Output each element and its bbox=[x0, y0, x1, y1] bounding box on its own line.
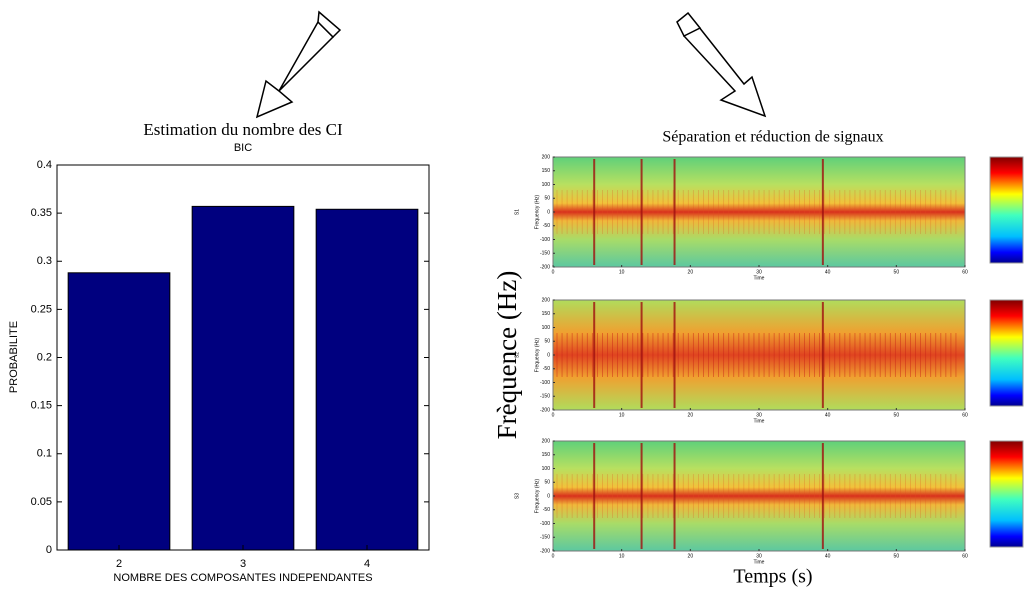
x-tick-label: 60 bbox=[962, 269, 968, 275]
x-tick-label: 20 bbox=[688, 269, 694, 275]
y-tick-label: 0 bbox=[547, 352, 550, 358]
x-tick-label: 50 bbox=[894, 553, 900, 559]
y-tick-label: 50 bbox=[544, 196, 550, 202]
y-tick-label: 50 bbox=[544, 339, 550, 345]
bar bbox=[191, 205, 295, 551]
spectrogram bbox=[552, 156, 966, 268]
y-tick-label: -50 bbox=[543, 223, 550, 229]
y-tick-label: 0.1 bbox=[37, 448, 52, 460]
y-tick-label: 0.15 bbox=[31, 400, 52, 412]
y-tick-label: -150 bbox=[540, 535, 550, 541]
panel-y-label: Frequency (Hz) bbox=[534, 478, 540, 513]
chart-title: Séparation et réduction de signaux bbox=[662, 129, 883, 146]
y-tick-label: 0.05 bbox=[31, 496, 52, 508]
y-tick-label: 150 bbox=[542, 311, 551, 317]
panel-name: S3 bbox=[514, 493, 520, 499]
y-tick-label: -50 bbox=[543, 507, 550, 513]
panel-name: S2 bbox=[514, 352, 520, 358]
y-tick-label: 150 bbox=[542, 452, 551, 458]
bar bbox=[315, 208, 419, 551]
y-tick-label: 0.3 bbox=[37, 255, 52, 267]
arrow bbox=[255, 10, 342, 119]
x-tick-label: 10 bbox=[619, 412, 625, 418]
arrow bbox=[676, 11, 767, 118]
y-tick-label: 150 bbox=[542, 168, 551, 174]
x-axis-label: NOMBRE DES COMPOSANTES INDEPENDANTES bbox=[113, 572, 372, 584]
x-tick-label: 40 bbox=[825, 553, 831, 559]
x-tick-label: 0 bbox=[552, 412, 555, 418]
y-tick-label: 50 bbox=[544, 480, 550, 486]
chart-title: Estimation du nombre des CI bbox=[143, 120, 343, 139]
x-tick-label: 60 bbox=[962, 553, 968, 559]
spectrogram-figure: Séparation et réduction de signaux Frèqu… bbox=[492, 129, 1024, 588]
x-tick-label: 10 bbox=[619, 553, 625, 559]
y-tick-label: -200 bbox=[540, 407, 550, 413]
y-tick-label: 0.25 bbox=[31, 303, 52, 315]
x-tick-label: 50 bbox=[894, 269, 900, 275]
panel-x-label: Time bbox=[754, 418, 765, 424]
x-tick-label: 20 bbox=[688, 553, 694, 559]
x-tick-label: 0 bbox=[552, 553, 555, 559]
x-tick-label: 30 bbox=[756, 412, 762, 418]
y-tick-label: 0 bbox=[547, 209, 550, 215]
panel-x-label: Time bbox=[754, 559, 765, 565]
y-tick-label: 100 bbox=[542, 466, 551, 472]
y-tick-label: -100 bbox=[540, 237, 550, 243]
y-tick-label: -150 bbox=[540, 394, 550, 400]
y-tick-label: 200 bbox=[542, 438, 551, 444]
y-tick-label: 100 bbox=[542, 325, 551, 331]
y-tick-label: 0.2 bbox=[37, 351, 52, 363]
x-tick-label: 60 bbox=[962, 412, 968, 418]
y-tick-label: -50 bbox=[543, 366, 550, 372]
y-tick-label: 0 bbox=[46, 544, 52, 556]
x-tick-label: 40 bbox=[825, 412, 831, 418]
y-tick-label: -200 bbox=[540, 548, 550, 554]
chart-subtitle: BIC bbox=[234, 142, 252, 154]
x-tick-label: 10 bbox=[619, 269, 625, 275]
y-tick-label: 0 bbox=[547, 493, 550, 499]
panel-y-label: Frequency (Hz) bbox=[534, 337, 540, 372]
y-tick-label: 0.35 bbox=[31, 207, 52, 219]
colorbar bbox=[989, 156, 1024, 264]
spectrogram bbox=[552, 440, 966, 552]
x-tick-label: 30 bbox=[756, 553, 762, 559]
x-tick-label: 20 bbox=[688, 412, 694, 418]
x-tick-label: 30 bbox=[756, 269, 762, 275]
y-tick-label: -100 bbox=[540, 380, 550, 386]
x-tick-label: 4 bbox=[364, 558, 370, 570]
bar bbox=[67, 272, 171, 551]
y-tick-label: 100 bbox=[542, 182, 551, 188]
x-tick-label: 0 bbox=[552, 269, 555, 275]
x-axis-label: Temps (s) bbox=[733, 566, 812, 588]
panel-x-label: Time bbox=[754, 275, 765, 281]
x-tick-label: 50 bbox=[894, 412, 900, 418]
y-tick-label: 0.4 bbox=[37, 159, 52, 171]
y-axis-label: PROBABILITE bbox=[8, 321, 20, 393]
y-tick-label: 200 bbox=[542, 154, 551, 160]
colorbar bbox=[989, 299, 1024, 407]
x-tick-label: 2 bbox=[116, 558, 122, 570]
bar-chart: Estimation du nombre des CI BIC PROBABIL… bbox=[8, 120, 430, 584]
y-axis-label: Frèquence (Hz) bbox=[492, 271, 522, 440]
colorbar bbox=[989, 440, 1024, 548]
x-tick-label: 40 bbox=[825, 269, 831, 275]
panel-y-label: Frequency (Hz) bbox=[534, 194, 540, 229]
panel-name: S1 bbox=[514, 209, 520, 215]
y-tick-label: -200 bbox=[540, 264, 550, 270]
y-tick-label: -150 bbox=[540, 251, 550, 257]
y-tick-label: 200 bbox=[542, 297, 551, 303]
x-tick-label: 3 bbox=[240, 558, 246, 570]
y-tick-label: -100 bbox=[540, 521, 550, 527]
